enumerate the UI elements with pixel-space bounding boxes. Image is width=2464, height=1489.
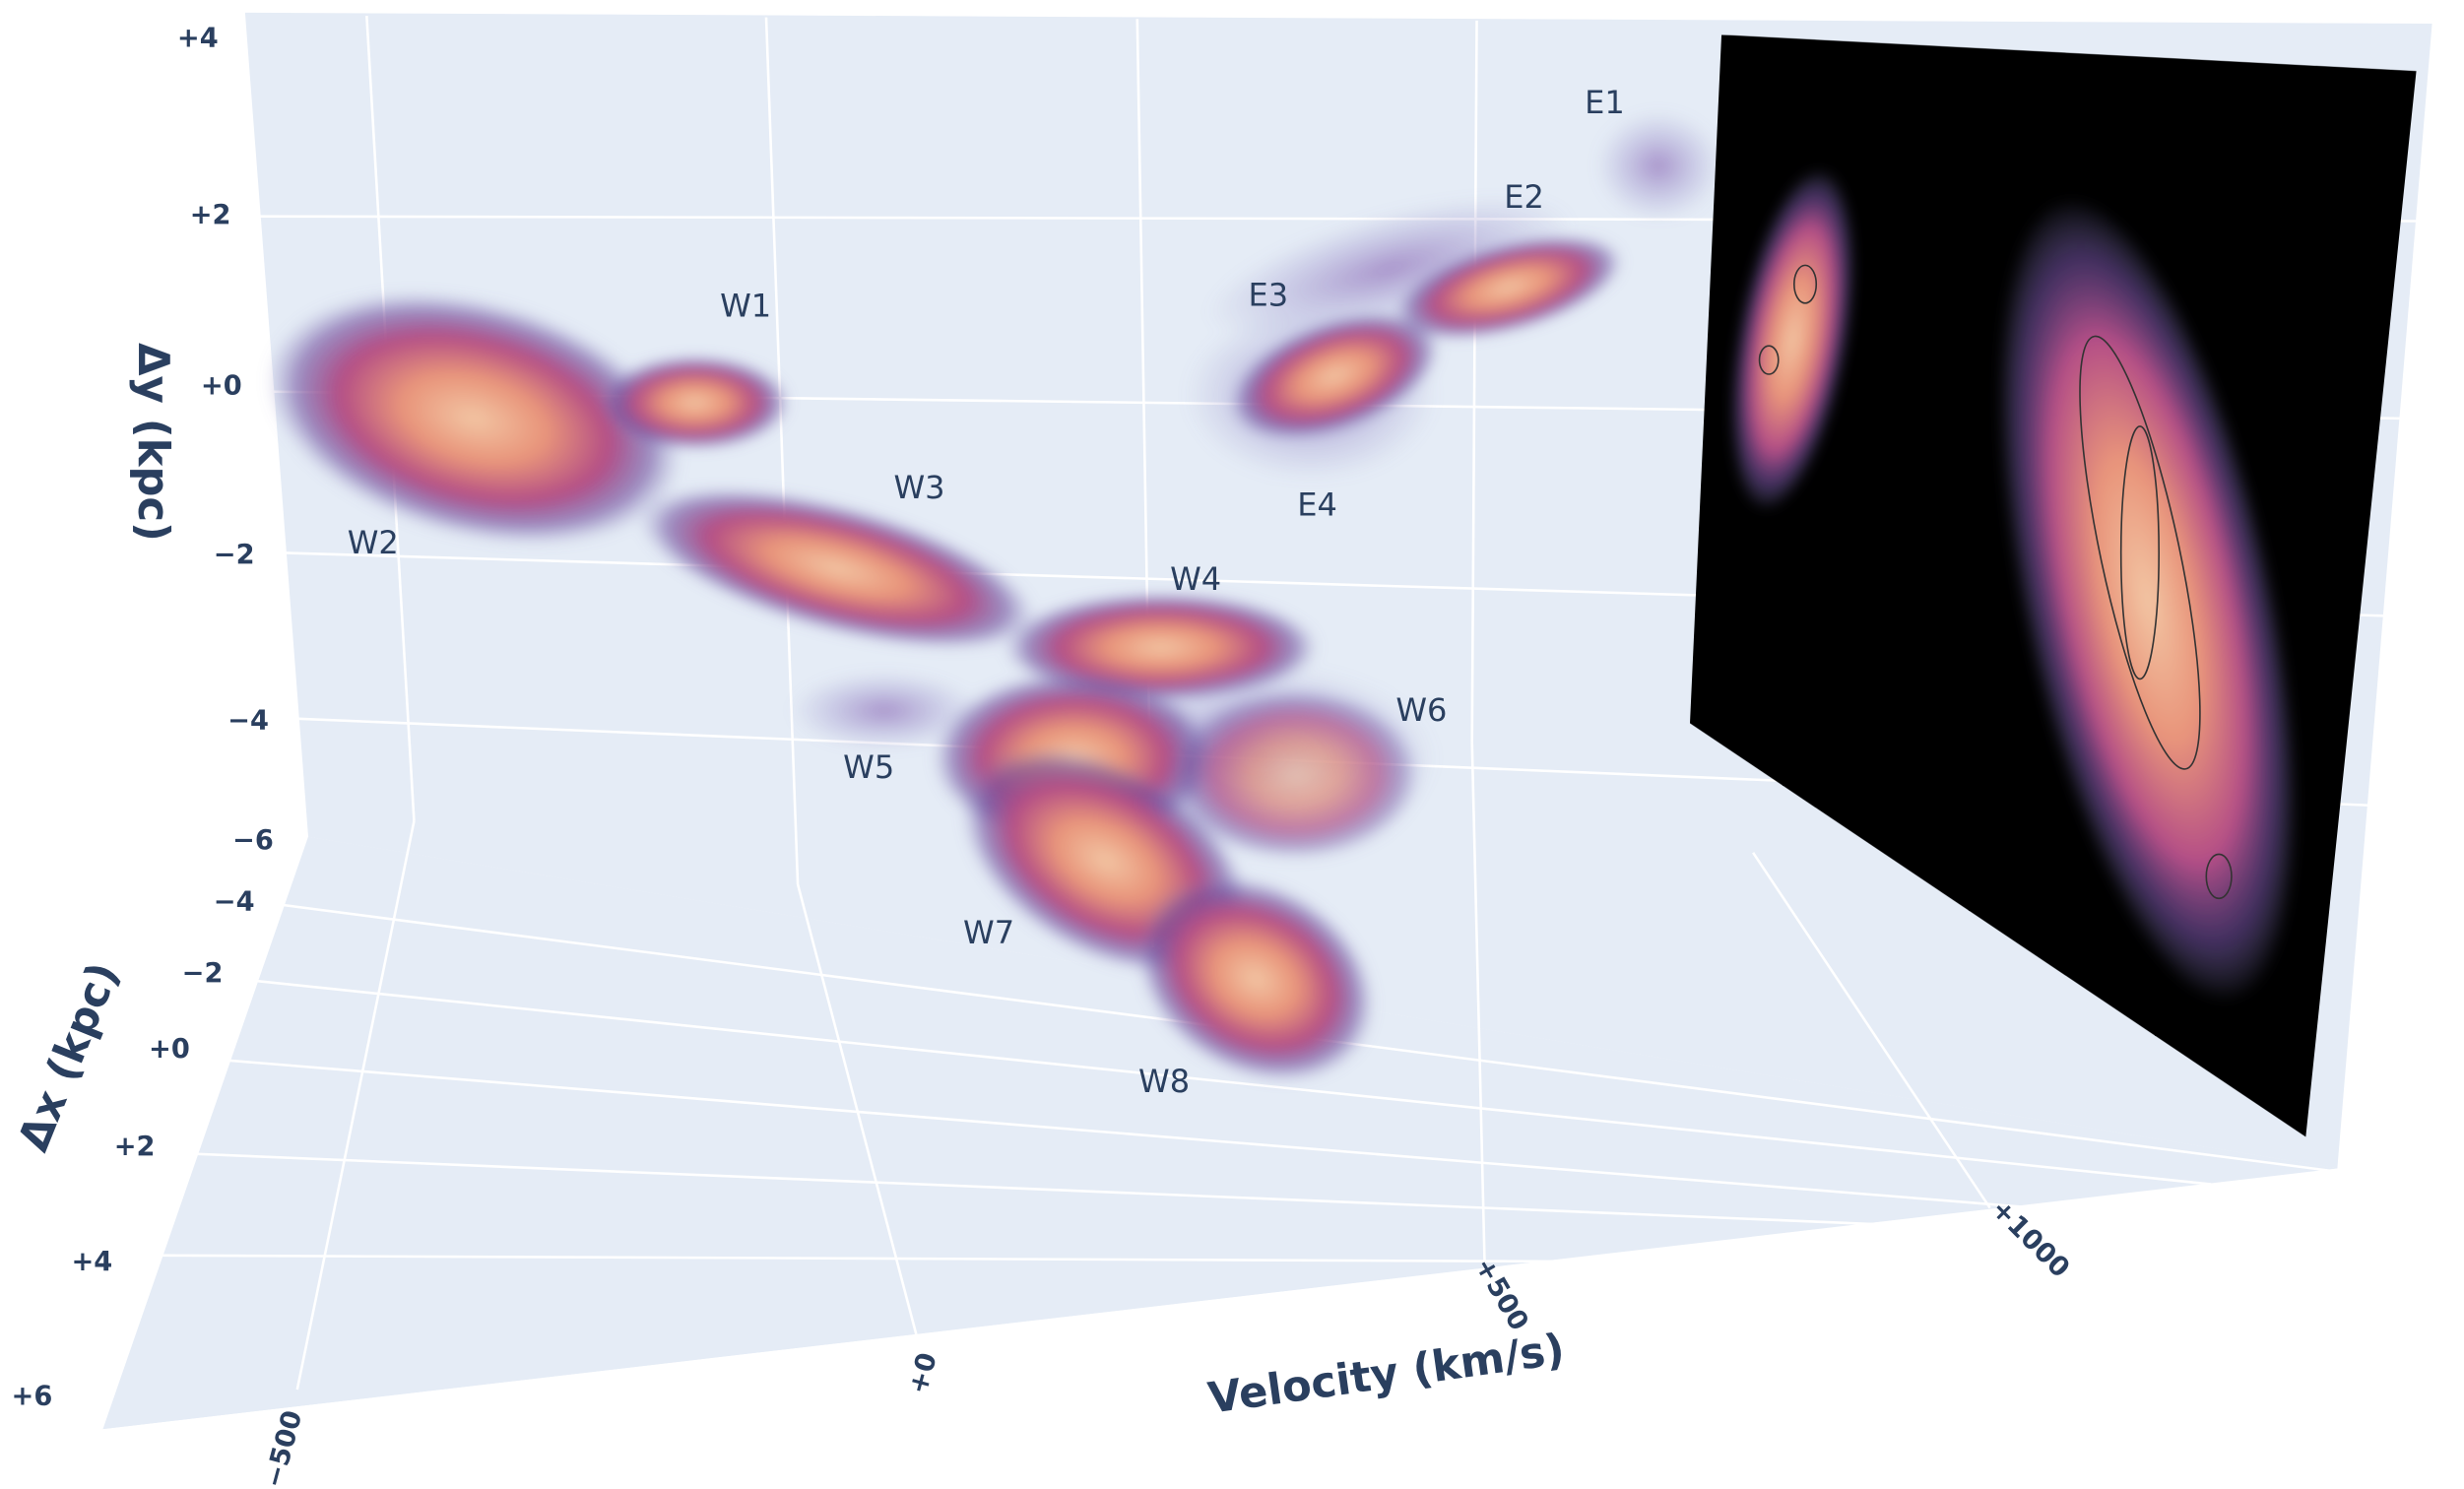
region-label: W8 (1138, 1063, 1190, 1100)
region-label: W1 (720, 288, 771, 325)
region-label: W7 (963, 914, 1014, 951)
y-tick-label: +0 (201, 370, 242, 401)
region-label: E3 (1249, 276, 1289, 313)
x-tick-label: +4 (71, 1247, 112, 1277)
x-tick-label: +6 (12, 1382, 53, 1412)
x-tick-label: +2 (114, 1132, 156, 1162)
x-tick-label: −4 (214, 887, 255, 918)
velocity-axis-title: Velocity (km/s) (1205, 1326, 1568, 1424)
projection (1730, 167, 2299, 1003)
velocity-tick-label: +0 (903, 1349, 943, 1396)
region-label: W6 (1395, 691, 1447, 729)
x-axis-title: Δx (kpc) (9, 956, 129, 1159)
region-label: W3 (893, 469, 944, 506)
region-label: E4 (1297, 486, 1337, 524)
y-tick-label: −4 (227, 705, 269, 736)
region-label: E2 (1504, 178, 1544, 216)
velocity-tick-label: −500 (259, 1407, 309, 1489)
contours (1758, 264, 2233, 900)
floor (102, 836, 2338, 1430)
region-label: E1 (1585, 84, 1625, 121)
y-tick-label: −6 (232, 825, 274, 856)
x-tick-label: −2 (182, 958, 224, 989)
region-label: W4 (1170, 560, 1221, 598)
x-tick-label: +0 (149, 1034, 190, 1065)
region-label: W5 (843, 748, 894, 786)
velocity-tick-label: +500 (1468, 1253, 1534, 1336)
y-tick-label: +2 (190, 200, 231, 230)
region-label: W2 (348, 524, 399, 561)
y-tick-label: +4 (177, 24, 219, 54)
volume (265, 110, 1722, 1083)
y-tick-label: −2 (214, 540, 255, 570)
y-axis-title: Δy (kpc) (128, 343, 177, 542)
